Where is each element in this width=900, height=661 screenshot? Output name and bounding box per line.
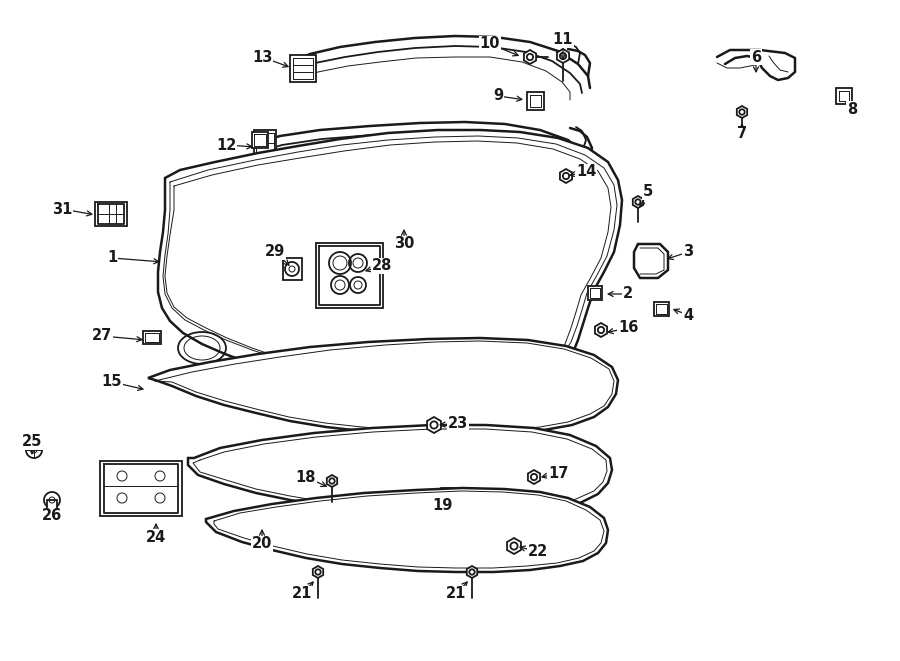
Polygon shape bbox=[290, 55, 316, 82]
Text: 11: 11 bbox=[553, 32, 573, 48]
Polygon shape bbox=[283, 258, 302, 280]
Text: 25: 25 bbox=[22, 434, 42, 449]
Text: 15: 15 bbox=[102, 375, 122, 389]
Polygon shape bbox=[528, 470, 540, 484]
Text: 2: 2 bbox=[623, 286, 633, 301]
Polygon shape bbox=[527, 92, 544, 110]
Polygon shape bbox=[95, 202, 127, 226]
Text: 20: 20 bbox=[252, 537, 272, 551]
Polygon shape bbox=[158, 130, 622, 397]
Text: 8: 8 bbox=[847, 102, 857, 116]
Text: 23: 23 bbox=[448, 416, 468, 432]
Polygon shape bbox=[254, 130, 276, 165]
Text: 5: 5 bbox=[643, 184, 653, 200]
Text: 21: 21 bbox=[292, 586, 312, 602]
Polygon shape bbox=[313, 566, 323, 578]
Polygon shape bbox=[595, 323, 608, 337]
Text: 16: 16 bbox=[617, 321, 638, 336]
Text: 19: 19 bbox=[432, 498, 452, 514]
Polygon shape bbox=[316, 243, 383, 308]
Text: 18: 18 bbox=[296, 469, 316, 485]
Polygon shape bbox=[327, 475, 338, 487]
Text: 14: 14 bbox=[576, 165, 596, 180]
Polygon shape bbox=[507, 538, 521, 554]
Polygon shape bbox=[633, 196, 643, 208]
Polygon shape bbox=[148, 338, 618, 435]
Text: 31: 31 bbox=[52, 202, 72, 217]
Text: 7: 7 bbox=[737, 126, 747, 141]
Text: 21: 21 bbox=[446, 586, 466, 602]
Polygon shape bbox=[143, 331, 161, 344]
Text: 10: 10 bbox=[480, 36, 500, 52]
Text: 17: 17 bbox=[548, 465, 568, 481]
Polygon shape bbox=[654, 302, 669, 316]
Polygon shape bbox=[437, 488, 462, 507]
Text: 29: 29 bbox=[265, 245, 285, 260]
Polygon shape bbox=[100, 461, 182, 516]
Polygon shape bbox=[560, 169, 572, 183]
Text: 9: 9 bbox=[493, 89, 503, 104]
Text: 3: 3 bbox=[683, 245, 693, 260]
Polygon shape bbox=[588, 286, 602, 300]
Polygon shape bbox=[836, 88, 852, 104]
Polygon shape bbox=[428, 417, 441, 433]
Text: 12: 12 bbox=[216, 137, 236, 153]
Polygon shape bbox=[47, 500, 57, 512]
Polygon shape bbox=[467, 566, 477, 578]
Polygon shape bbox=[206, 488, 608, 572]
Text: 28: 28 bbox=[372, 258, 392, 274]
Polygon shape bbox=[524, 50, 536, 64]
Text: 24: 24 bbox=[146, 529, 166, 545]
Polygon shape bbox=[590, 185, 610, 205]
Text: 6: 6 bbox=[751, 50, 761, 65]
Polygon shape bbox=[188, 425, 612, 516]
Polygon shape bbox=[386, 358, 526, 378]
Polygon shape bbox=[737, 106, 747, 118]
Text: 1: 1 bbox=[107, 251, 117, 266]
Text: 30: 30 bbox=[394, 237, 414, 251]
Polygon shape bbox=[210, 185, 228, 205]
Polygon shape bbox=[252, 132, 268, 148]
Text: 4: 4 bbox=[683, 307, 693, 323]
Text: 26: 26 bbox=[42, 508, 62, 524]
Text: 13: 13 bbox=[252, 50, 272, 65]
Polygon shape bbox=[557, 49, 569, 63]
Text: 27: 27 bbox=[92, 329, 112, 344]
Text: 22: 22 bbox=[528, 545, 548, 559]
